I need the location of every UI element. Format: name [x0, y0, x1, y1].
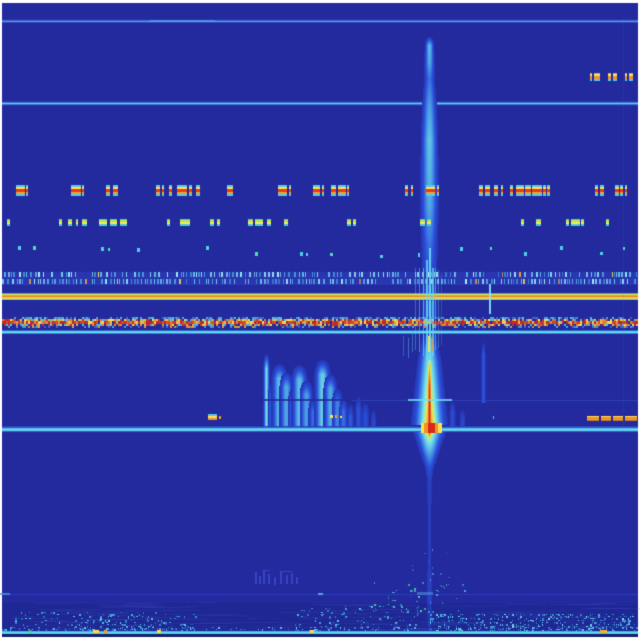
spectrogram-view: [0, 0, 640, 640]
spectrogram-canvas: [0, 0, 640, 640]
